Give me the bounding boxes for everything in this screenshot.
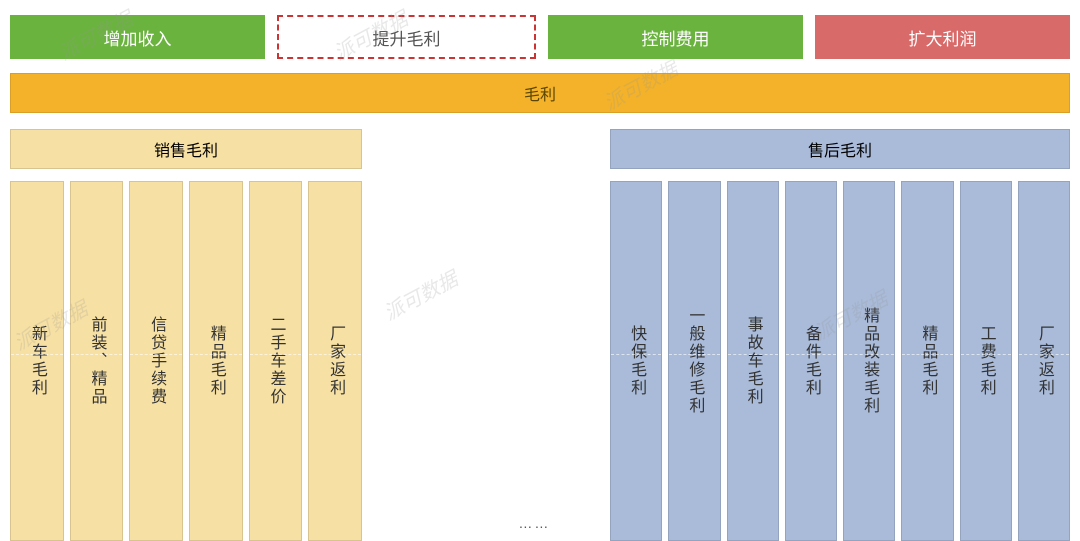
- gross-profit-label: 毛利: [524, 81, 556, 105]
- gross-profit-bar: 毛利: [10, 73, 1070, 113]
- item-col: 工费毛利: [960, 181, 1012, 541]
- top-box-3: 扩大利润: [815, 15, 1070, 59]
- item-label: 新车毛利: [25, 325, 49, 397]
- top-box-label: 提升毛利: [373, 25, 441, 50]
- item-col: 一般维修毛利: [668, 181, 720, 541]
- item-label: 精品毛利: [204, 325, 228, 397]
- item-col: 前装、精品: [70, 181, 124, 541]
- item-label: 精品改装毛利: [857, 307, 881, 415]
- item-col: 精品毛利: [901, 181, 953, 541]
- group-header: 销售毛利: [10, 129, 362, 169]
- items-row: 新车毛利 前装、精品 信贷手续费 精品毛利 二手车差价 厂家返利: [10, 181, 362, 541]
- breakdown-columns: 销售毛利新车毛利 前装、精品 信贷手续费 精品毛利 二手车差价 厂家返利 售后毛利快保毛利 一…: [10, 129, 1070, 541]
- item-label: 备件毛利: [799, 325, 823, 397]
- ellipsis-text: ……: [518, 515, 550, 531]
- group-0: 销售毛利新车毛利 前装、精品 信贷手续费 精品毛利 二手车差价 厂家返利: [10, 129, 362, 541]
- item-label: 前装、精品: [84, 316, 108, 406]
- item-col: 二手车差价: [249, 181, 303, 541]
- top-box-label: 控制费用: [642, 25, 710, 50]
- item-col: 精品改装毛利: [843, 181, 895, 541]
- top-box-label: 增加收入: [104, 25, 172, 50]
- top-box-0: 增加收入: [10, 15, 265, 59]
- item-col: 快保毛利: [610, 181, 662, 541]
- item-label: 快保毛利: [624, 325, 648, 397]
- item-col: 信贷手续费: [129, 181, 183, 541]
- item-col: 厂家返利: [1018, 181, 1070, 541]
- item-col: 事故车毛利: [727, 181, 779, 541]
- item-label: 厂家返利: [1032, 325, 1056, 397]
- items-row: 快保毛利 一般维修毛利 事故车毛利 备件毛利 精品改装毛利 精品毛利 工费毛利 厂家返利: [610, 181, 1070, 541]
- group-1: 售后毛利快保毛利 一般维修毛利 事故车毛利 备件毛利 精品改装毛利 精品毛利 工费毛利 厂家返…: [610, 129, 1070, 541]
- item-col: 厂家返利: [308, 181, 362, 541]
- item-label: 工费毛利: [974, 325, 998, 397]
- top-box-1: 提升毛利: [277, 15, 536, 59]
- item-col: 新车毛利: [10, 181, 64, 541]
- top-box-2: 控制费用: [548, 15, 803, 59]
- item-col: 精品毛利: [189, 181, 243, 541]
- item-label: 一般维修毛利: [682, 307, 706, 415]
- item-label: 精品毛利: [915, 325, 939, 397]
- item-label: 事故车毛利: [741, 316, 765, 406]
- item-label: 信贷手续费: [144, 316, 168, 406]
- item-col: 备件毛利: [785, 181, 837, 541]
- item-label: 二手车差价: [263, 316, 287, 406]
- group-header: 售后毛利: [610, 129, 1070, 169]
- item-label: 厂家返利: [323, 325, 347, 397]
- top-box-label: 扩大利润: [909, 25, 977, 50]
- top-strategy-row: 增加收入 提升毛利 控制费用 扩大利润: [10, 15, 1070, 59]
